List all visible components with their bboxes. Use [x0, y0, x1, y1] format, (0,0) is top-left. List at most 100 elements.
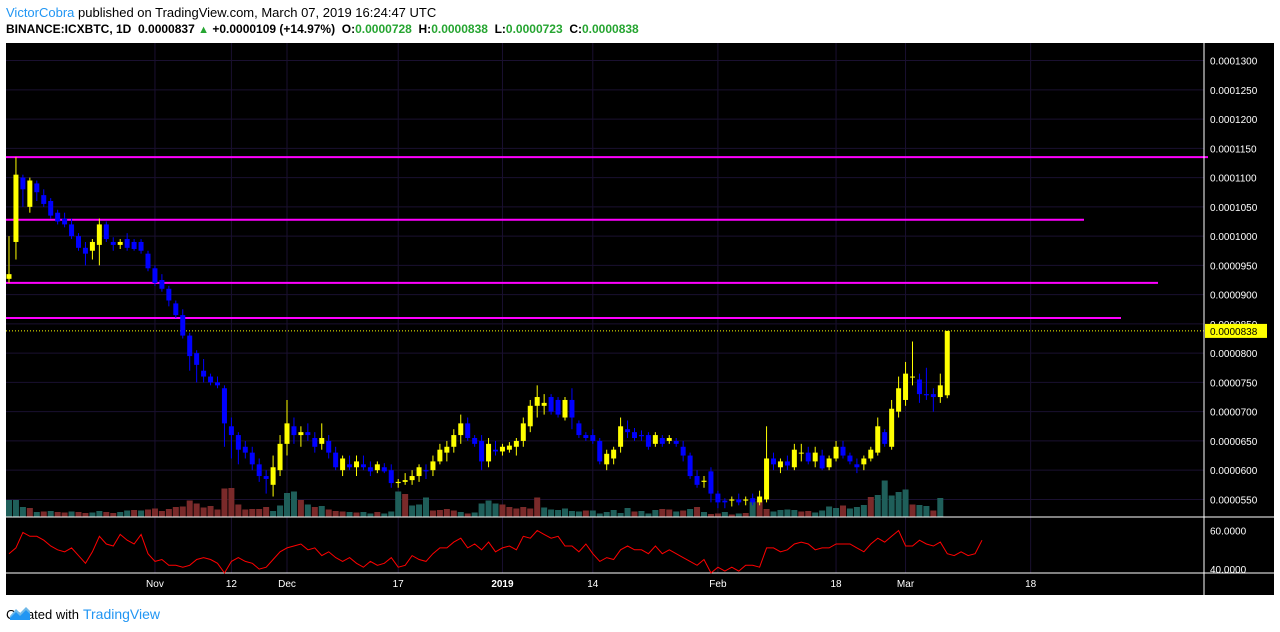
symbol-label: BINANCE:ICXBTC, 1D [6, 22, 132, 36]
rsi-line [8, 529, 983, 574]
volume-bar [124, 510, 131, 517]
candle-up [117, 241, 123, 245]
volume-bar [617, 513, 624, 517]
candle-up [409, 476, 415, 481]
candle-up [868, 449, 874, 459]
candle-down [291, 426, 297, 436]
candle-up [416, 467, 422, 477]
volume-bar [409, 505, 416, 517]
volume-bar [33, 512, 40, 517]
volume-bar [930, 510, 937, 517]
volume-bar [624, 508, 631, 517]
volume-bar [61, 512, 68, 517]
volume-bar [589, 510, 596, 517]
candle-down [48, 201, 54, 216]
candle-down [694, 476, 700, 485]
candle-down [771, 458, 776, 465]
volume-bar [89, 512, 96, 517]
tradingview-brand-link[interactable]: TradingView [82, 606, 161, 622]
candle-up [354, 461, 359, 468]
price-chart-svg[interactable]: 0.0001300 0.0001250 0.0001200 0.0001150 0.00… [6, 43, 1274, 595]
volume-bar [436, 510, 443, 517]
candle-up [458, 423, 464, 436]
volume-bar [26, 508, 33, 517]
volume-bar [555, 510, 562, 517]
candle-down [923, 394, 929, 396]
volume-bar [680, 510, 687, 517]
candle-up [374, 464, 380, 471]
candle-up [826, 458, 832, 468]
volume-bar [582, 510, 589, 517]
candle-down [256, 464, 262, 477]
volume-bar [172, 507, 179, 517]
volume-bar [791, 510, 798, 517]
volume-bar [867, 497, 874, 517]
candle-down [159, 280, 165, 289]
candle-down [722, 500, 728, 503]
volume-bar [457, 512, 464, 517]
candle-up [6, 274, 12, 279]
candle-down [208, 376, 214, 383]
ohlc-legend: BINANCE:ICXBTC, 1D 0.0000837 ▲ +0.000010… [6, 22, 639, 36]
volume-bar [756, 500, 763, 517]
volume-bar [659, 509, 666, 517]
volume-bar [645, 513, 652, 517]
last-price-tag-label: 0.0000838 [1210, 327, 1258, 338]
publish-line: VictorCobra published on TradingView.com… [6, 5, 436, 20]
volume-bar [694, 507, 701, 517]
footer: Created with TradingView [6, 606, 160, 622]
volume-bar [151, 508, 158, 517]
volume-bar [548, 509, 555, 517]
candle-down [173, 303, 179, 316]
volume-bar [520, 507, 527, 517]
candle-down [847, 455, 853, 462]
chart-canvas[interactable]: 0.0001300 0.0001250 0.0001200 0.0001150 0.00… [6, 43, 1274, 595]
volume-bar [471, 512, 478, 517]
last-price: 0.0000837 [138, 22, 195, 36]
volume-bar [290, 491, 297, 517]
candle-down [55, 212, 61, 222]
candle-up [395, 481, 401, 484]
candle-down [388, 470, 394, 484]
time-tick-label: Nov [146, 579, 164, 590]
candle-up [618, 426, 624, 447]
candle-down [34, 183, 40, 193]
candle-up [513, 440, 519, 447]
volume-bar [840, 505, 846, 517]
volume-bar [138, 510, 145, 517]
candle-up [861, 458, 867, 465]
author-link[interactable]: VictorCobra [6, 5, 75, 20]
volume-bar [534, 497, 541, 517]
volume-bar [221, 488, 228, 517]
candle-up [27, 180, 33, 207]
volume-bar [450, 510, 457, 517]
candle-up [944, 330, 950, 396]
volume-bar [527, 508, 534, 517]
volume-bar [325, 509, 332, 517]
time-tick-label: 12 [226, 579, 238, 590]
candle-down [736, 499, 742, 503]
candle-down [583, 435, 589, 438]
candle-down [180, 315, 186, 336]
low-label: L: [494, 22, 506, 36]
volume-bar [568, 511, 575, 517]
candle-up [506, 445, 512, 450]
high-label: H: [418, 22, 432, 36]
candle-down [305, 432, 311, 436]
volume-bar [603, 512, 610, 517]
volume-bar [714, 513, 721, 517]
price-tick-label: 0.0001050 [1210, 203, 1258, 214]
volume-bar [464, 513, 471, 517]
price-change: +0.0000109 (+14.97%) [212, 22, 336, 36]
candle-up [896, 388, 902, 412]
candle-down [625, 429, 631, 433]
volume-bar [200, 507, 207, 517]
volume-bar [610, 510, 617, 517]
candle-up [520, 423, 526, 441]
price-tick-label: 0.0001200 [1210, 115, 1258, 126]
volume-bar [638, 511, 645, 517]
volume-bar [402, 494, 409, 517]
volume-bar [228, 488, 235, 517]
candle-down [215, 382, 220, 386]
volume-bar [596, 513, 603, 517]
